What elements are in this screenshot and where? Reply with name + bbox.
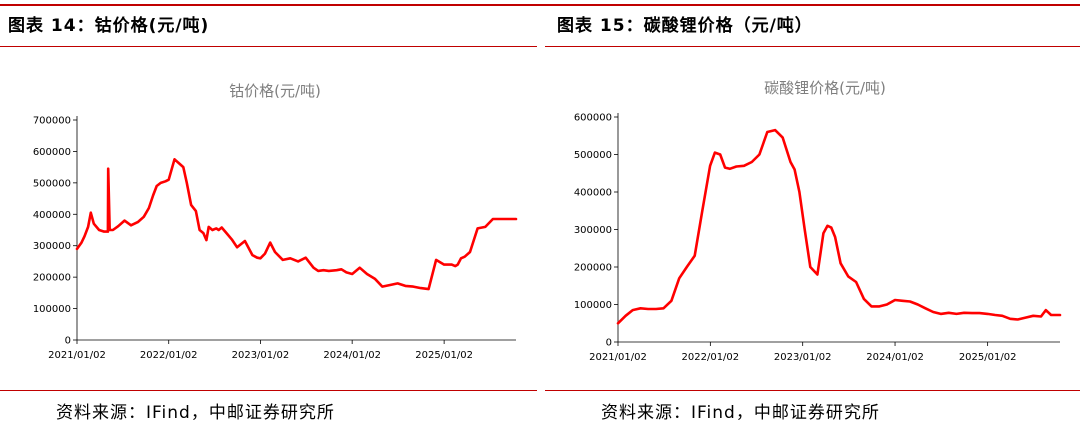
x-tick-label: 2021/01/02 xyxy=(589,352,647,363)
y-tick-label: 400000 xyxy=(33,210,71,221)
left-footer-rule xyxy=(0,390,537,391)
cobalt-price-chart-panel: 钴价格(元/吨) 0 100000 200000 300000 400000 500000 6… xyxy=(0,48,540,388)
y-tick-label: 0 xyxy=(65,336,71,347)
y-tick-label: 400000 xyxy=(574,188,612,199)
figure-14-header: 图表 14：钴价格(元/吨) xyxy=(8,16,210,36)
right-header-rule xyxy=(545,46,1080,47)
x-tick-label: 2023/01/02 xyxy=(774,352,832,363)
y-tick-label: 300000 xyxy=(574,225,612,236)
top-rule xyxy=(0,4,1080,6)
right-source-note: 资料来源：IFind，中邮证券研究所 xyxy=(601,403,880,423)
left-header-rule xyxy=(0,46,537,47)
series-line xyxy=(75,158,518,291)
y-tick-label: 300000 xyxy=(33,241,71,252)
x-tick-label: 2024/01/02 xyxy=(323,350,381,361)
y-tick-label: 600000 xyxy=(33,147,71,158)
x-tick-label: 2021/01/02 xyxy=(48,350,106,361)
y-tick-label: 100000 xyxy=(574,300,612,311)
left-source-note: 资料来源：IFind，中邮证券研究所 xyxy=(56,403,335,423)
x-tick-label: 2024/01/02 xyxy=(866,352,924,363)
figure-15-header: 图表 15：碳酸锂价格（元/吨） xyxy=(557,16,813,36)
y-tick-label: 0 xyxy=(606,338,612,349)
x-tick-label: 2025/01/02 xyxy=(959,352,1017,363)
cobalt-price-chart: 钴价格(元/吨) 0 100000 200000 300000 400000 500000 6… xyxy=(33,82,518,361)
lithium-carbonate-price-chart: 碳酸锂价格(元/吨) 0 100000 200000 300000 400000 50000… xyxy=(574,79,1062,363)
chart-title: 钴价格(元/吨) xyxy=(229,82,321,100)
right-footer-rule xyxy=(545,390,1080,391)
y-tick-label: 200000 xyxy=(33,273,71,284)
y-tick-label: 500000 xyxy=(33,178,71,189)
x-tick-label: 2022/01/02 xyxy=(140,350,198,361)
series-line xyxy=(616,128,1062,325)
y-tick-label: 600000 xyxy=(574,113,612,124)
x-tick-label: 2023/01/02 xyxy=(232,350,290,361)
x-tick-label: 2025/01/02 xyxy=(415,350,473,361)
y-tick-label: 700000 xyxy=(33,116,71,127)
lithium-carbonate-price-chart-panel: 碳酸锂价格(元/吨) 0 100000 200000 300000 400000 50000… xyxy=(540,48,1080,388)
y-tick-label: 200000 xyxy=(574,263,612,274)
x-tick-label: 2022/01/02 xyxy=(682,352,740,363)
chart-title: 碳酸锂价格(元/吨) xyxy=(764,79,886,97)
y-tick-label: 100000 xyxy=(33,304,71,315)
y-tick-label: 500000 xyxy=(574,150,612,161)
